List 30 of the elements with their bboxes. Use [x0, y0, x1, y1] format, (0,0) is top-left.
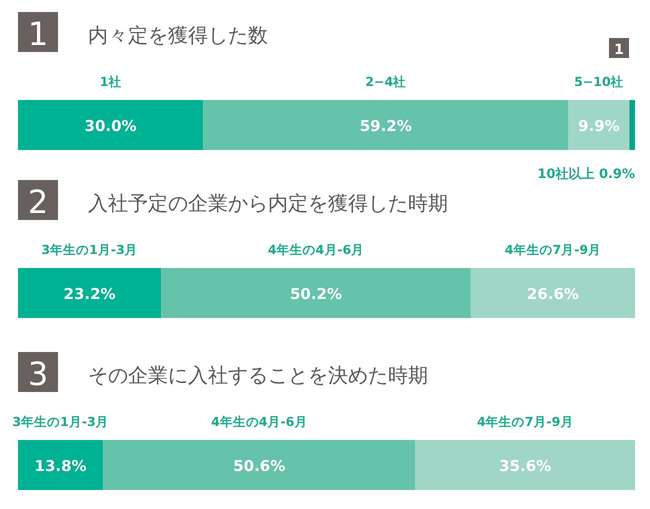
data-label: 50.2%: [290, 285, 342, 303]
chart-title: その企業に入社することを決めた時期: [88, 363, 428, 387]
series-label: 4年生の4月-6月: [211, 414, 308, 429]
series-label: 4年生の7月-9月: [477, 414, 574, 429]
series-label: 3年生の1月-3月: [12, 414, 109, 429]
series-label: 4年生の7月-9月: [504, 242, 602, 257]
data-label: 50.6%: [233, 457, 286, 475]
data-label: 23.2%: [64, 285, 116, 303]
bar: [629, 100, 635, 150]
text: 10社以上 0.9%: [537, 167, 635, 182]
chart-title: 内々定を獲得した数: [88, 23, 268, 47]
series-label: 3年生の1月-3月: [41, 242, 138, 257]
data-label: 9.9%: [578, 117, 620, 135]
series-label: 4年生の4月-6月: [268, 242, 364, 257]
data-label: 30.0%: [84, 117, 137, 135]
text: 3: [28, 355, 48, 393]
series-label: 2−4社: [365, 74, 406, 89]
series-label: 5−10社: [574, 74, 624, 89]
text: 2: [28, 183, 48, 221]
series-label: 1社: [100, 74, 122, 89]
chart-title: 入社予定の企業から内定を獲得した時期: [88, 191, 448, 215]
bar: [203, 100, 568, 150]
bar: [568, 100, 630, 150]
data-label: 26.6%: [526, 285, 579, 303]
data-label: 13.8%: [34, 457, 87, 475]
data-label: 35.6%: [499, 457, 552, 475]
data-label: 59.2%: [360, 117, 412, 135]
bar: [18, 100, 204, 150]
text: 1: [28, 15, 48, 53]
text: 1: [614, 42, 624, 58]
